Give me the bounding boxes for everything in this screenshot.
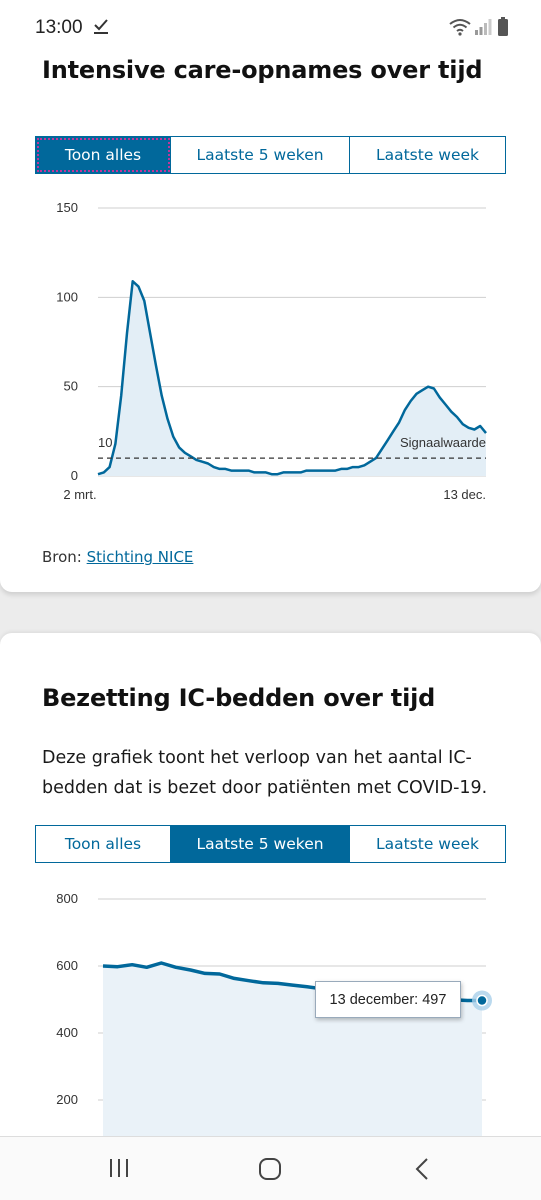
ic-beds-title: Bezetting IC-bedden over tijd (42, 684, 436, 712)
tab-laatste-week[interactable]: Laatste week (350, 137, 505, 173)
threshold-value: 10 (98, 435, 112, 450)
threshold-label: Signaalwaarde (400, 435, 486, 450)
tab-laatste-5-weken-2[interactable]: Laatste 5 weken (171, 826, 350, 862)
y-tick-label: 400 (56, 1025, 78, 1040)
battery-icon (498, 17, 508, 36)
ic-admissions-area (98, 281, 486, 476)
ic-beds-description: Deze grafiek toont het verloop van het a… (42, 748, 488, 798)
y-tick-label: 200 (56, 1092, 78, 1107)
x-tick-end: 13 dec. (443, 487, 486, 502)
download-done-icon (94, 19, 108, 34)
chart-tooltip: 13 december: 497 (315, 981, 461, 1018)
back-icon[interactable] (414, 1157, 430, 1181)
android-nav-bar (0, 1136, 541, 1200)
ic-beds-range-tabs: Toon alles Laatste 5 weken Laatste week (35, 825, 506, 863)
source-line: Bron: Stichting NICE (42, 548, 193, 566)
y-tick-label: 150 (56, 200, 78, 215)
ic-admissions-title: Intensive care-opnames over tijd (42, 56, 483, 84)
status-time: 13:00 (35, 17, 83, 38)
tab-laatste-5-weken[interactable]: Laatste 5 weken (171, 137, 350, 173)
ic-admissions-chart: 0 50 100 150 10 Signaalwaarde 2 mrt. 13 dec… (56, 200, 487, 502)
recent-apps-icon[interactable] (108, 1157, 130, 1179)
ic-admissions-line (97, 280, 487, 476)
source-prefix: Bron: (42, 548, 87, 566)
tab-toon-alles-2[interactable]: Toon alles (36, 826, 171, 862)
wifi-icon (449, 19, 471, 36)
x-tick-start: 2 mrt. (63, 487, 96, 502)
hover-point[interactable] (476, 994, 488, 1007)
y-tick-label: 600 (56, 958, 78, 973)
y-tick-label: 800 (56, 891, 78, 906)
y-tick-label: 0 (71, 468, 78, 483)
ic-admissions-range-tabs: Toon alles Laatste 5 weken Laatste week (35, 136, 506, 174)
status-bar: 13:00 (0, 0, 541, 56)
ic-admissions-card (0, 0, 541, 592)
home-icon[interactable] (258, 1157, 282, 1181)
y-tick-label: 50 (64, 379, 78, 394)
source-link-nice[interactable]: Stichting NICE (86, 548, 194, 566)
tab-laatste-week-2[interactable]: Laatste week (350, 826, 505, 862)
signal-icon (475, 19, 492, 35)
tab-toon-alles[interactable]: Toon alles (36, 137, 171, 173)
y-tick-label: 100 (56, 289, 78, 304)
